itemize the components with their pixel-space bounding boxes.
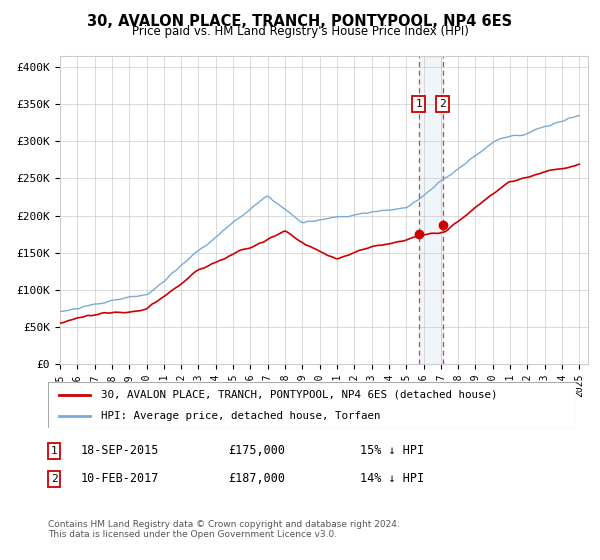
Text: 1: 1: [50, 446, 58, 456]
Bar: [419, 56, 443, 364]
Text: 30, AVALON PLACE, TRANCH, PONTYPOOL, NP4 6ES: 30, AVALON PLACE, TRANCH, PONTYPOOL, NP4…: [88, 14, 512, 29]
Text: Contains HM Land Registry data © Crown copyright and database right 2024.
This d: Contains HM Land Registry data © Crown c…: [48, 520, 400, 539]
Text: 15% ↓ HPI: 15% ↓ HPI: [360, 444, 424, 458]
Text: HPI: Average price, detached house, Torfaen: HPI: Average price, detached house, Torf…: [101, 411, 380, 421]
Text: 2: 2: [50, 474, 58, 484]
Text: Price paid vs. HM Land Registry's House Price Index (HPI): Price paid vs. HM Land Registry's House …: [131, 25, 469, 38]
Text: 10-FEB-2017: 10-FEB-2017: [81, 472, 160, 486]
Text: 2: 2: [440, 99, 446, 109]
FancyBboxPatch shape: [48, 382, 576, 428]
Text: 1: 1: [415, 99, 422, 109]
Text: 30, AVALON PLACE, TRANCH, PONTYPOOL, NP4 6ES (detached house): 30, AVALON PLACE, TRANCH, PONTYPOOL, NP4…: [101, 390, 497, 400]
Text: 14% ↓ HPI: 14% ↓ HPI: [360, 472, 424, 486]
Text: 18-SEP-2015: 18-SEP-2015: [81, 444, 160, 458]
Text: £175,000: £175,000: [228, 444, 285, 458]
Text: £187,000: £187,000: [228, 472, 285, 486]
